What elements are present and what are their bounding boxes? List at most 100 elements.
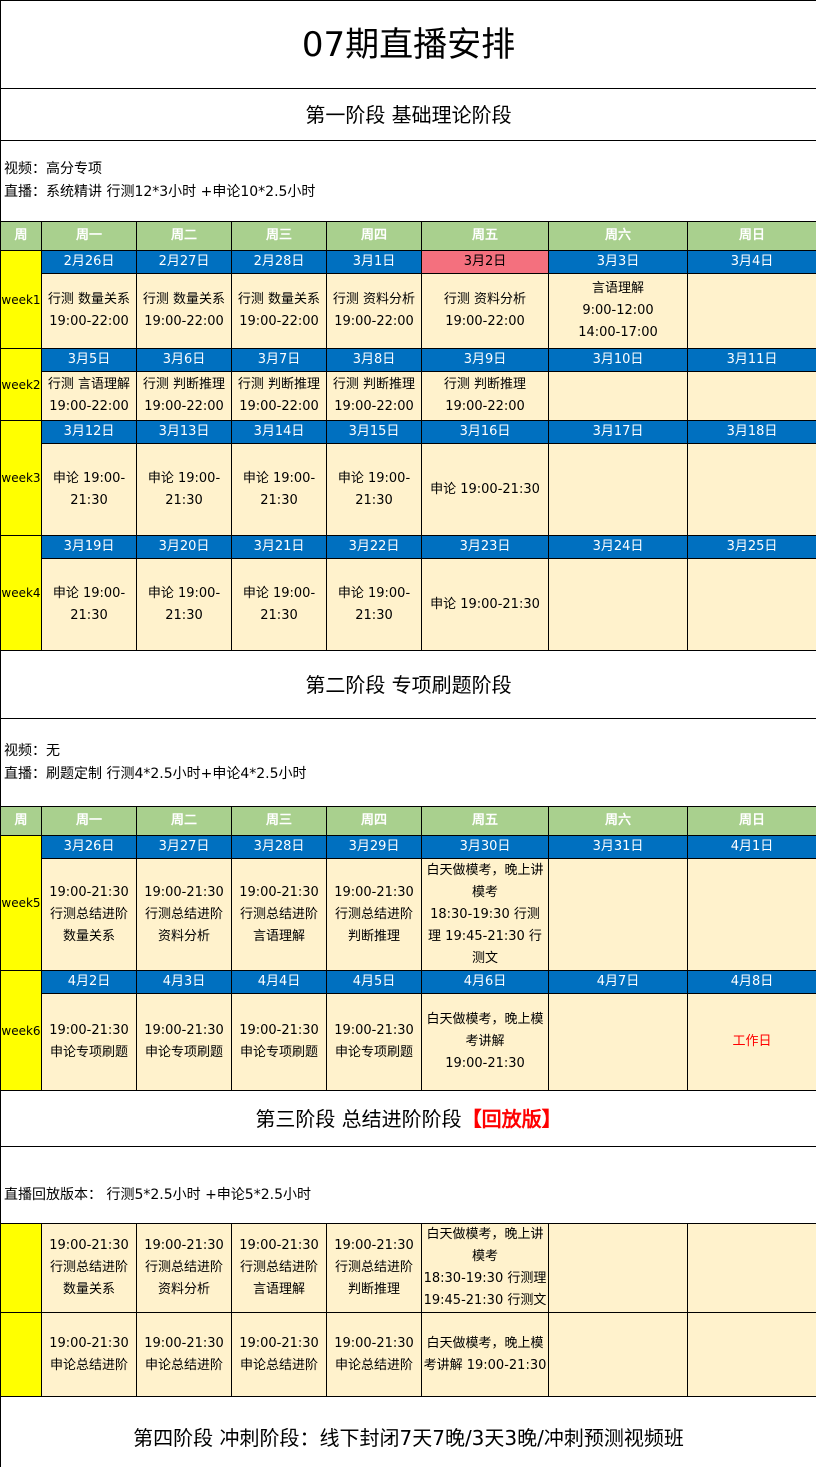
page-title-text: 07期直播安排 [301, 24, 516, 65]
cell-line: 9:00-12:00 [582, 303, 654, 318]
schedule-cell[interactable] [686, 858, 816, 971]
date-cell: 3月9日 [421, 348, 549, 372]
cell-line: 19:00-21:30 [239, 1023, 319, 1038]
schedule-cell[interactable]: 19:00-21:30 申论专项刷题 [231, 993, 327, 1091]
schedule-cell[interactable]: 行测 判断推理 19:00-22:00 [136, 371, 232, 421]
table-row: 19:00-21:30 行测总结进阶 数量关系 19:00-21:30 行测总结进阶 资料… [1, 858, 816, 971]
cell-line: 18:30-19:30 行测 [430, 906, 540, 922]
date-cell: 3月26日 [41, 835, 137, 859]
schedule-cell[interactable] [686, 1312, 816, 1397]
schedule-cell[interactable]: 行测 判断推理 19:00-22:00 [231, 371, 327, 421]
date-cell: 3月12日 [41, 420, 137, 444]
date-cell: 3月23日 [421, 535, 549, 559]
cell-line: 申论专项刷题 [49, 1045, 128, 1060]
weekday-header: 周日 [686, 806, 816, 836]
schedule-cell[interactable]: 白天做模考，晚上讲 模考 18:30-19:30 行测理 19:45-21:30 行测… [421, 1223, 549, 1313]
cell-line: 测文 [471, 950, 498, 966]
date-cell: 3月19日 [41, 535, 137, 559]
schedule-cell[interactable]: 申论 19:00-21:30 [326, 443, 422, 536]
cell-line: 19:00-21:30 [334, 884, 414, 900]
schedule-cell[interactable]: 白天做模考，晚上讲 模考 18:30-19:30 行测理 19:45-21:30 行… [421, 858, 549, 971]
schedule-cell[interactable] [548, 993, 688, 1091]
schedule-cell[interactable]: 行测 数量关系 19:00-22:00 [231, 273, 327, 349]
schedule-cell[interactable]: 行测 判断推理 19:00-22:00 [421, 371, 549, 421]
date-cell: 3月8日 [326, 348, 422, 372]
schedule-cell[interactable] [548, 371, 688, 421]
cell-line: 申论 19:00- [147, 470, 221, 486]
cell-line: 白天做模考，晚上讲 [426, 1227, 544, 1242]
schedule-cell[interactable]: 申论 19:00-21:30 [231, 558, 327, 651]
cell-line: 19:00-21:30 [239, 1335, 319, 1351]
schedule-cell[interactable]: 申论 19:00-21:30 [136, 443, 232, 536]
schedule-cell[interactable]: 白天做模考，晚上模 考讲解 19:00-21:30 [421, 993, 549, 1091]
cell-line: 申论 19:00- [147, 585, 221, 601]
cell-line: 19:00-21:30 [334, 1023, 414, 1038]
schedule-cell[interactable]: 19:00-21:30 行测总结进阶 言语理解 [231, 858, 327, 971]
cell-line: 申论 19:00- [337, 470, 411, 486]
schedule-cell[interactable]: 申论 19:00-21:30 [41, 443, 137, 536]
schedule-cell[interactable]: 行测 数量关系 19:00-22:00 [41, 273, 137, 349]
schedule-cell[interactable]: 19:00-21:30 行测总结进阶 判断推理 [326, 858, 422, 971]
cell-line: 言语理解 [252, 1282, 305, 1297]
schedule-cell[interactable]: 19:00-21:30 申论专项刷题 [136, 993, 232, 1091]
schedule-cell[interactable]: 19:00-21:30 行测总结进阶 言语理解 [231, 1223, 327, 1313]
schedule-cell[interactable] [686, 443, 816, 536]
schedule-cell[interactable]: 行测 资料分析 19:00-22:00 [326, 273, 422, 349]
date-cell: 3月20日 [136, 535, 232, 559]
schedule-cell[interactable]: 申论 19:00-21:30 [231, 443, 327, 536]
cell-line: 行测 判断推理 [332, 377, 416, 392]
schedule-cell[interactable] [686, 1223, 816, 1313]
schedule-cell[interactable]: 19:00-21:30 行测总结进阶 数量关系 [41, 858, 137, 971]
schedule-cell[interactable]: 行测 言语理解 19:00-22:00 [41, 371, 137, 421]
cell-line: 19:00-22:00 [445, 399, 525, 414]
weekday-header: 周二 [136, 221, 232, 251]
schedule-cell[interactable] [548, 558, 688, 651]
cell-line: 工作日 [732, 1034, 772, 1049]
cell-line: 行测 判断推理 [142, 377, 226, 392]
cell-line: 行测 资料分析 [332, 292, 416, 307]
schedule-cell[interactable]: 19:00-21:30 申论总结进阶 [136, 1312, 232, 1397]
schedule-cell[interactable]: 行测 数量关系 19:00-22:00 [136, 273, 232, 349]
schedule-cell[interactable]: 行测 资料分析 19:00-22:00 [421, 273, 549, 349]
schedule-cell[interactable] [686, 273, 816, 349]
schedule-cell[interactable]: 工作日 [686, 993, 816, 1091]
schedule-cell[interactable]: 申论 19:00-21:30 [326, 558, 422, 651]
schedule-cell[interactable] [548, 1223, 688, 1313]
schedule-cell[interactable] [686, 558, 816, 651]
schedule-cell[interactable]: 白天做模考，晚上模 考讲解 19:00-21:30 [421, 1312, 549, 1397]
cell-line: 行测 数量关系 [142, 292, 226, 307]
cell-line: 申论 19:00- [242, 470, 316, 486]
cell-line: 申论总结进阶 [144, 1357, 223, 1373]
table-row: 行测 数量关系 19:00-22:00 行测 数量关系 19:00-22:00 行测 数… [1, 273, 816, 349]
cell-line: 数量关系 [62, 1282, 115, 1297]
schedule-cell[interactable] [548, 858, 688, 971]
schedule-cell[interactable]: 申论 19:00-21:30 [421, 558, 549, 651]
info-line: 视频：高分专项 [4, 161, 102, 177]
stage-title-text: 第一阶段 基础理论阶段 [305, 102, 512, 127]
schedule-cell[interactable]: 19:00-21:30 行测总结进阶 资料分析 [136, 858, 232, 971]
cell-line: 19:00-21:30 [49, 1335, 129, 1351]
week-label: week2 [0, 348, 42, 421]
cell-line: 19:00-21:30 [334, 1238, 414, 1253]
schedule-cell[interactable]: 19:00-21:30 行测总结进阶 资料分析 [136, 1223, 232, 1313]
schedule-cell[interactable] [686, 371, 816, 421]
schedule-cell[interactable]: 言语理解 9:00-12:00 14:00-17:00 [548, 273, 688, 349]
schedule-cell[interactable]: 行测 判断推理 19:00-22:00 [326, 371, 422, 421]
cell-line: 19:00-22:00 [239, 399, 319, 414]
schedule-cell[interactable]: 申论 19:00-21:30 [421, 443, 549, 536]
stage-title: 第三阶段 总结进阶阶段【回放版】 [0, 1090, 816, 1147]
schedule-cell[interactable]: 19:00-21:30 申论总结进阶 [41, 1312, 137, 1397]
schedule-cell[interactable]: 19:00-21:30 申论专项刷题 [41, 993, 137, 1091]
date-cell: 3月14日 [231, 420, 327, 444]
schedule-cell[interactable]: 申论 19:00-21:30 [136, 558, 232, 651]
schedule-cell[interactable]: 19:00-21:30 行测总结进阶 判断推理 [326, 1223, 422, 1313]
schedule-cell[interactable] [548, 1312, 688, 1397]
schedule-cell[interactable]: 19:00-21:30 申论专项刷题 [326, 993, 422, 1091]
date-cell: 3月31日 [548, 835, 688, 859]
schedule-cell[interactable] [548, 443, 688, 536]
schedule-cell[interactable]: 19:00-21:30 行测总结进阶 数量关系 [41, 1223, 137, 1313]
schedule-cell[interactable]: 19:00-21:30 申论总结进阶 [326, 1312, 422, 1397]
schedule-cell[interactable]: 申论 19:00-21:30 [41, 558, 137, 651]
schedule-cell[interactable]: 19:00-21:30 申论总结进阶 [231, 1312, 327, 1397]
